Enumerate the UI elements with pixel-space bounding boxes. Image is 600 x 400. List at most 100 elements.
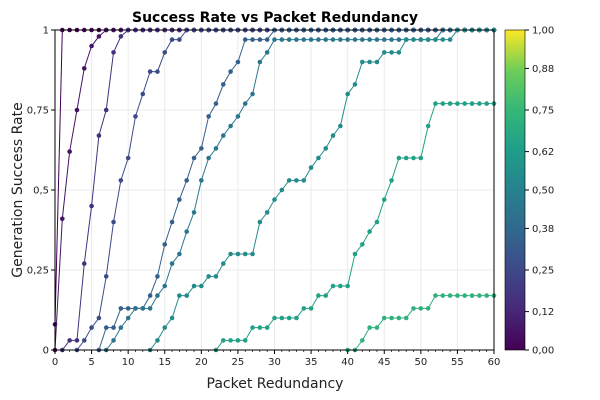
data-point bbox=[367, 325, 372, 330]
data-point bbox=[228, 338, 233, 343]
data-point bbox=[338, 37, 343, 42]
x-tick-label: 30 bbox=[268, 357, 281, 368]
data-point bbox=[228, 123, 233, 129]
data-point bbox=[81, 338, 87, 343]
data-point bbox=[89, 203, 94, 209]
data-point bbox=[111, 219, 116, 225]
data-point bbox=[477, 101, 482, 106]
data-point bbox=[433, 37, 438, 42]
data-point bbox=[162, 283, 168, 289]
data-point bbox=[338, 123, 343, 129]
data-point bbox=[425, 37, 431, 42]
data-point bbox=[199, 283, 204, 289]
data-point bbox=[484, 101, 489, 106]
y-tick-label: 0 bbox=[43, 346, 49, 357]
data-point bbox=[147, 69, 153, 74]
data-point bbox=[455, 101, 460, 106]
x-tick-label: 55 bbox=[451, 357, 464, 368]
data-point bbox=[228, 69, 233, 74]
data-point bbox=[155, 69, 160, 74]
data-point bbox=[220, 82, 226, 87]
data-point bbox=[213, 274, 219, 279]
data-point bbox=[352, 251, 358, 257]
data-point bbox=[403, 37, 409, 42]
x-tick-label: 10 bbox=[122, 357, 135, 368]
data-point bbox=[323, 37, 329, 42]
data-point bbox=[367, 37, 372, 42]
data-point bbox=[352, 37, 358, 42]
data-point bbox=[264, 210, 270, 215]
data-point bbox=[330, 133, 336, 138]
data-point bbox=[272, 197, 277, 202]
colorbar bbox=[504, 29, 526, 351]
data-point bbox=[162, 242, 168, 247]
colorbar-tick-label: 0,50 bbox=[532, 186, 554, 197]
y-tick-label: 0,25 bbox=[27, 266, 49, 277]
data-point bbox=[462, 101, 468, 106]
data-point bbox=[111, 325, 116, 330]
data-point bbox=[220, 338, 226, 343]
colorbar-tick-label: 0,62 bbox=[532, 147, 554, 158]
data-point bbox=[147, 293, 153, 298]
data-point bbox=[191, 210, 197, 215]
colorbar-axis: 0,00 0,12 0,25 0,38 0,50 0,62 0,75 0,88 1,00 bbox=[525, 26, 554, 357]
data-point bbox=[360, 59, 365, 65]
data-point bbox=[242, 338, 248, 343]
data-point bbox=[411, 306, 416, 311]
data-point bbox=[294, 37, 299, 42]
data-point bbox=[133, 306, 138, 311]
x-tick-label: 15 bbox=[158, 357, 171, 368]
data-point bbox=[118, 325, 124, 330]
data-point bbox=[264, 325, 270, 330]
chart-title: Success Rate vs Packet Redundancy bbox=[132, 10, 418, 26]
data-point bbox=[177, 37, 182, 42]
data-point bbox=[308, 165, 314, 170]
colorbar-tick-label: 1,00 bbox=[532, 26, 554, 37]
data-point bbox=[169, 315, 175, 321]
data-point bbox=[301, 178, 307, 183]
data-point bbox=[169, 261, 175, 266]
data-point bbox=[191, 155, 197, 161]
data-point bbox=[111, 338, 116, 343]
data-point bbox=[411, 37, 416, 42]
data-point bbox=[81, 66, 87, 71]
data-point bbox=[242, 251, 248, 257]
data-point bbox=[360, 37, 365, 42]
data-point bbox=[403, 315, 409, 321]
data-point bbox=[235, 59, 241, 65]
data-point bbox=[425, 123, 431, 129]
data-point bbox=[177, 197, 182, 202]
x-tick-label: 0 bbox=[52, 357, 58, 368]
plot-grid bbox=[54, 29, 495, 351]
data-point bbox=[96, 133, 102, 138]
data-point bbox=[389, 37, 394, 42]
data-point bbox=[184, 229, 189, 234]
data-point bbox=[367, 59, 372, 65]
data-point bbox=[89, 325, 94, 330]
data-point bbox=[396, 315, 402, 321]
data-point bbox=[447, 293, 453, 298]
data-point bbox=[345, 283, 350, 289]
data-point bbox=[74, 338, 80, 343]
data-point bbox=[250, 325, 255, 330]
x-axis-label: Packet Redundancy bbox=[207, 376, 344, 392]
data-point bbox=[316, 37, 321, 42]
data-point bbox=[103, 325, 109, 330]
x-tick-label: 50 bbox=[414, 357, 427, 368]
data-point bbox=[447, 101, 453, 106]
data-point bbox=[447, 37, 453, 42]
data-point bbox=[484, 293, 489, 298]
data-point bbox=[338, 283, 343, 289]
series-9 bbox=[345, 293, 497, 353]
data-point bbox=[184, 293, 189, 298]
data-point bbox=[147, 306, 153, 311]
colorbar-tick-label: 0,38 bbox=[532, 224, 554, 235]
data-point bbox=[316, 293, 321, 298]
data-point bbox=[257, 325, 263, 330]
x-tick-label: 45 bbox=[378, 357, 391, 368]
x-tick-label: 60 bbox=[488, 357, 501, 368]
data-point bbox=[381, 197, 387, 202]
data-point bbox=[125, 155, 131, 161]
colorbar-tick-label: 0,00 bbox=[532, 346, 554, 357]
